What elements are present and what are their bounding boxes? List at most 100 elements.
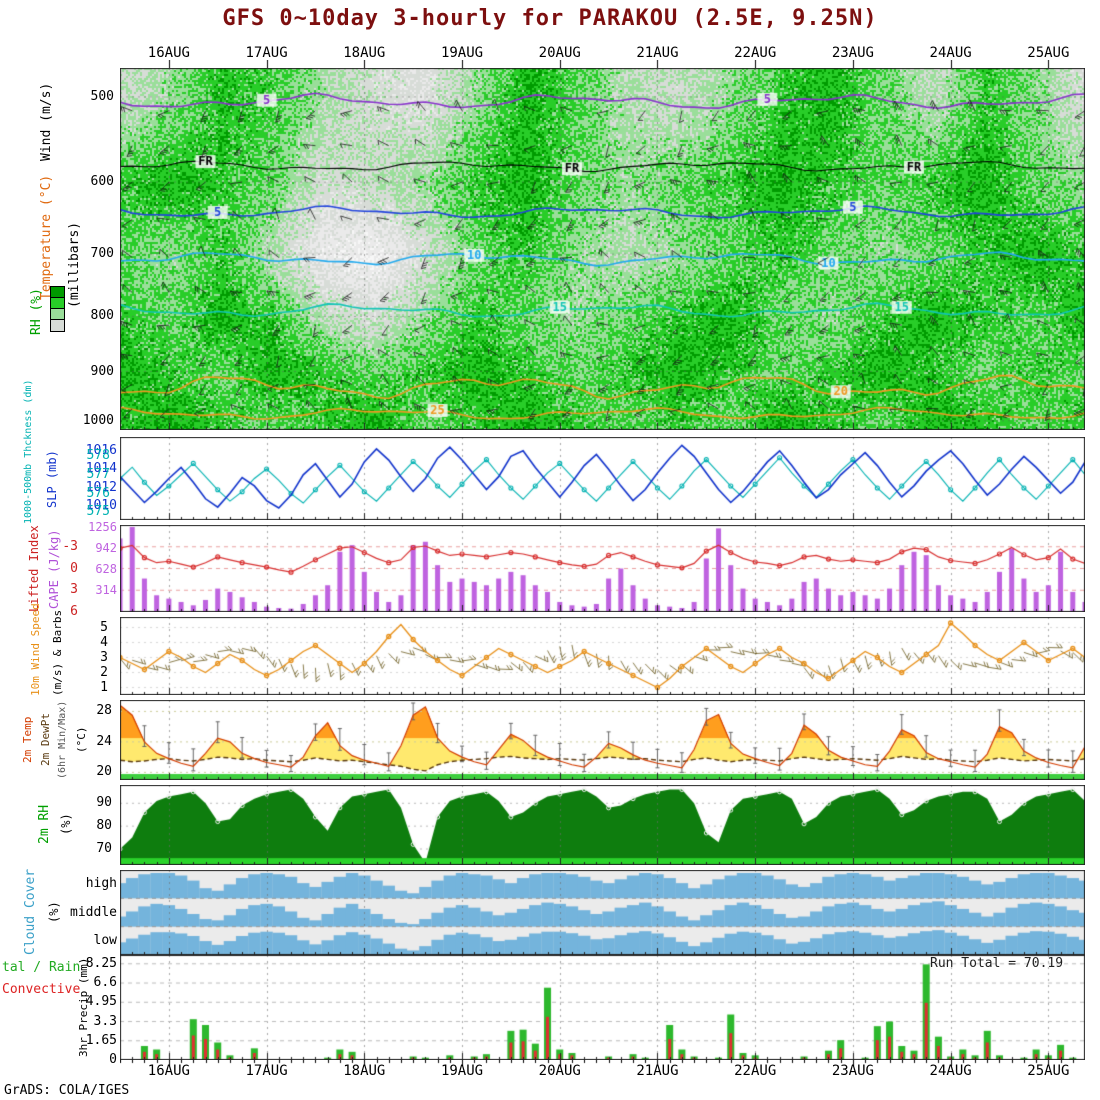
top-axis-ticks	[120, 60, 1085, 68]
ylabel-cloud-cover: Cloud Cover	[23, 868, 38, 956]
date-label-bottom: 25AUG	[1027, 1063, 1070, 1079]
run-total-label: Run Total = 70.19	[930, 956, 1064, 971]
cape-li-canvas	[120, 525, 1085, 612]
precip-tick: 8.25	[85, 955, 117, 971]
wind-speed-tick: 5	[100, 619, 108, 635]
wind-speed-tick: 3	[100, 649, 108, 665]
ylabel-millibars: (millibars)	[67, 221, 82, 309]
date-label-bottom: 18AUG	[343, 1063, 386, 1079]
date-label-top: 23AUG	[831, 45, 874, 61]
pressure-tick: 1000	[82, 412, 114, 428]
date-label-top: 22AUG	[734, 45, 777, 61]
slp-tick: 1016	[85, 442, 117, 458]
slp-tick: 1012	[85, 479, 117, 495]
legend-convective: Convective	[2, 982, 81, 997]
rh2m-canvas	[120, 785, 1085, 865]
pressure-tick: 500	[90, 88, 114, 104]
ylabel-degc: (°C)	[75, 726, 88, 754]
rh-legend-cell	[51, 287, 64, 298]
date-label-top: 17AUG	[245, 45, 288, 61]
precip-tick: 0	[109, 1052, 117, 1067]
pressure-tick: 700	[90, 246, 114, 262]
date-label-bottom: 24AUG	[929, 1063, 972, 1079]
slp-tick: 1014	[85, 461, 117, 477]
wind-speed-tick: 2	[100, 664, 108, 680]
ylabel-precip: 3hr Precip (mm)	[77, 957, 90, 1057]
slp-tick: 1010	[85, 498, 117, 514]
ylabel-rh: RH (%)	[29, 288, 44, 336]
pressure-tick: 800	[90, 308, 114, 324]
li-tick: 0	[70, 560, 78, 576]
ylabel-lifted-index: Lifted Index	[27, 525, 41, 612]
rh-colorbar	[50, 286, 65, 332]
precip-canvas	[120, 955, 1085, 1060]
temp-tick: 24	[96, 733, 112, 749]
rh-tick: 80	[96, 818, 112, 834]
temp2m-canvas	[120, 700, 1085, 780]
temp-tick: 20	[96, 764, 112, 780]
thickness-tick: 575	[86, 504, 110, 520]
temp-tick: 28	[96, 703, 112, 719]
page-title: GFS 0~10day 3-hourly for PARAKOU (2.5E, …	[222, 6, 878, 31]
cape-tick: 942	[95, 541, 117, 555]
thickness-tick: 578	[86, 447, 110, 463]
rh-tick: 90	[96, 795, 112, 811]
rh-legend-cell	[51, 309, 64, 320]
wind10m-canvas	[120, 617, 1085, 695]
ylabel-dewpt: 2m DewPt	[39, 713, 52, 767]
wind-speed-tick: 4	[100, 634, 108, 650]
ylabel-slp: SLP (mb)	[45, 450, 59, 508]
precip-tick: 1.65	[85, 1032, 117, 1048]
legend-total-rain: tal / Rain	[2, 960, 81, 975]
date-label-bottom: 19AUG	[440, 1063, 484, 1079]
li-tick: 6	[70, 604, 78, 619]
rh-tick: 70	[96, 841, 112, 856]
li-tick: 3	[70, 582, 78, 598]
precip-tick: 3.3	[93, 1013, 117, 1029]
ylabel-thickness: 1000-500mb Thckness (dm)	[23, 379, 34, 525]
cape-tick: 628	[95, 562, 117, 576]
date-label-bottom: 17AUG	[245, 1063, 288, 1079]
precip-tick: 4.95	[85, 994, 117, 1010]
ylabel-temp2m: 2m Temp	[21, 716, 34, 764]
cloud-row-label: middle	[70, 904, 117, 920]
ylabel-cape: CAPE (J/kg)	[47, 529, 61, 609]
wind-speed-tick: 1	[100, 679, 108, 695]
cloud-cover-canvas	[120, 870, 1085, 955]
date-label-bottom: 23AUG	[831, 1063, 874, 1079]
date-label-bottom: 20AUG	[538, 1063, 581, 1079]
ylabel-pct-rh: (%)	[59, 813, 73, 835]
date-label-bottom: 22AUG	[734, 1063, 777, 1079]
date-label-top: 19AUG	[440, 45, 484, 61]
cape-tick: 1256	[88, 520, 117, 534]
date-label-bottom: 21AUG	[636, 1063, 679, 1079]
date-label-top: 16AUG	[147, 45, 190, 61]
pressure-tick: 600	[90, 174, 114, 190]
thickness-tick: 577	[86, 466, 110, 482]
date-label-top: 24AUG	[929, 45, 972, 61]
ylabel-minmax: (6hr Min/Max)	[57, 700, 68, 780]
ylabel-pct-cloud: (%)	[47, 901, 61, 923]
date-label-bottom: 16AUG	[147, 1063, 190, 1079]
cloud-row-label: high	[85, 876, 117, 892]
rh-legend-cell	[51, 298, 64, 309]
date-label-top: 18AUG	[343, 45, 386, 61]
cape-tick: 314	[95, 583, 117, 597]
ylabel-barbs: (m/s) & Barbs	[51, 609, 64, 696]
date-label-top: 25AUG	[1027, 45, 1070, 61]
date-label-top: 21AUG	[636, 45, 679, 61]
thickness-tick: 576	[86, 485, 110, 501]
li-tick: -3	[62, 538, 78, 554]
footer-credit: GrADS: COLA/IGES	[4, 1083, 130, 1098]
date-label-top: 20AUG	[538, 45, 581, 61]
rh-legend-cell	[51, 320, 64, 331]
ylabel-rh2m: 2m RH	[37, 804, 52, 844]
cloud-row-label: low	[93, 932, 117, 948]
precip-tick: 6.6	[93, 975, 117, 991]
upper-air-canvas	[120, 68, 1085, 430]
ylabel-wind10m: 10m Wind Speed	[29, 603, 42, 696]
pressure-tick: 900	[90, 363, 114, 379]
bottom-axis-ticks	[120, 1060, 1085, 1066]
slp-thickness-canvas	[120, 437, 1085, 520]
